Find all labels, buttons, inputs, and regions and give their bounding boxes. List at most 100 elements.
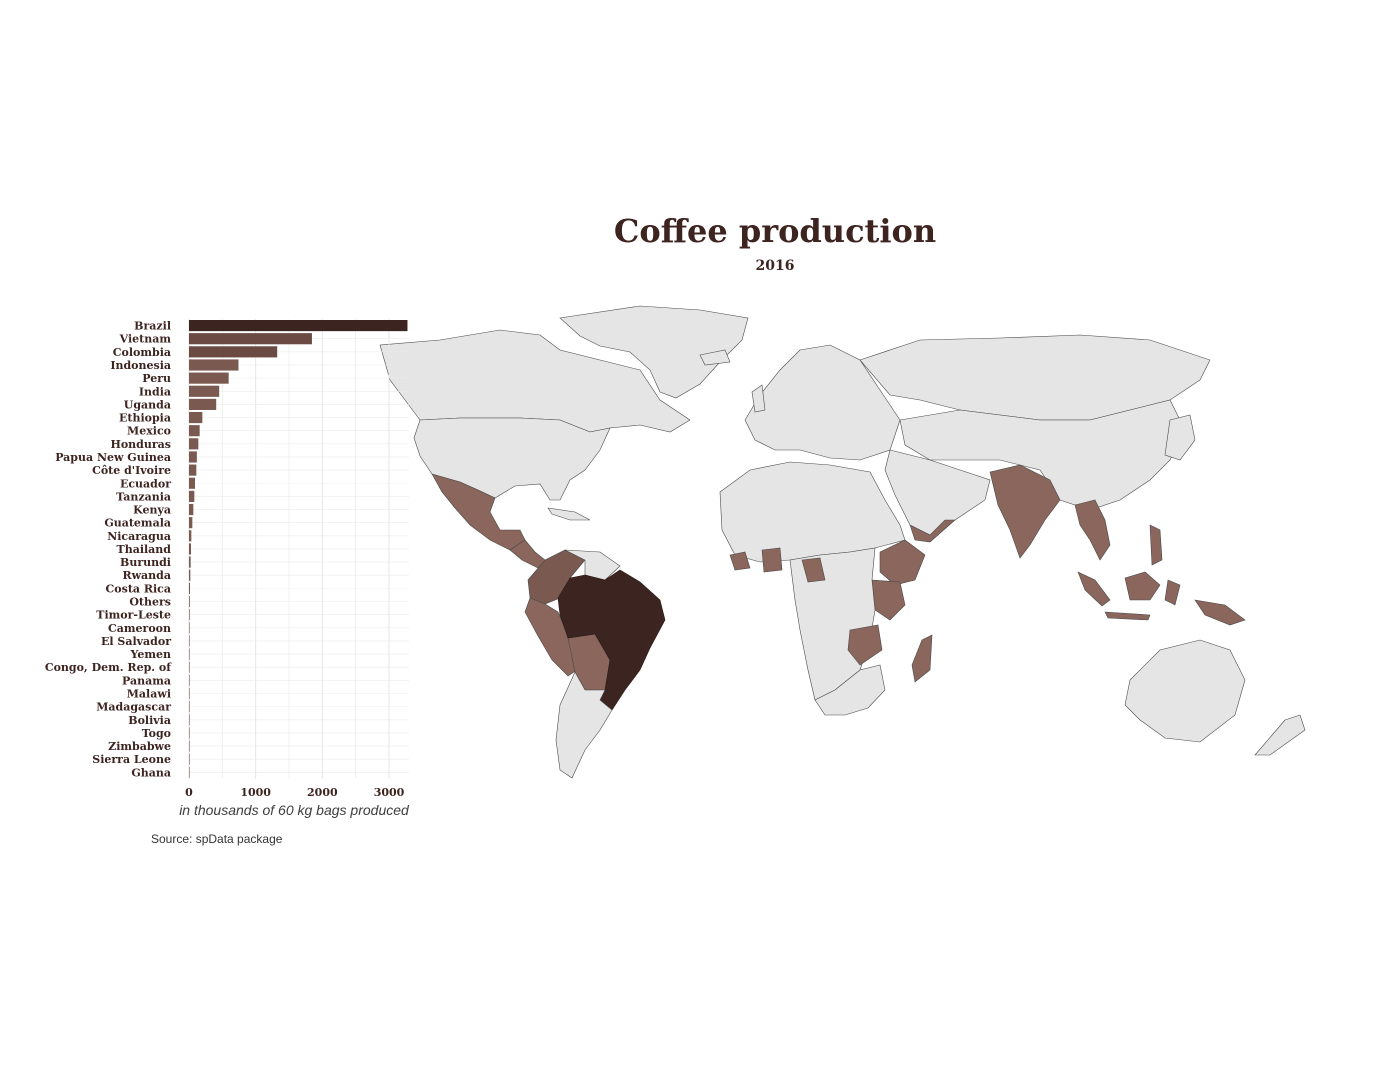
bar-cameroon <box>189 622 190 634</box>
map-mexico <box>431 473 526 551</box>
bar-thailand <box>189 543 191 555</box>
map-ethiopia <box>879 539 926 586</box>
map-brazil <box>557 569 666 711</box>
category-label: Panama <box>122 674 171 687</box>
category-label: Yemen <box>129 648 171 661</box>
source-caption: Source: spData package <box>151 832 283 846</box>
bar-madagascar <box>189 701 190 713</box>
map-java <box>1104 611 1151 621</box>
bar-bolivia <box>189 714 190 726</box>
category-label: Timor-Leste <box>96 609 171 622</box>
category-label: Ethiopia <box>119 412 171 425</box>
map-philippines <box>1149 524 1163 566</box>
bar-timor-leste <box>189 609 190 621</box>
bar-others <box>189 595 190 608</box>
category-label: Malawi <box>127 687 171 700</box>
category-label: Congo, Dem. Rep. of <box>45 661 172 674</box>
bar-yemen <box>189 648 190 660</box>
category-label: Brazil <box>134 320 171 333</box>
category-label: Kenya <box>133 504 171 517</box>
category-label: Sierra Leone <box>92 753 171 766</box>
category-label: Côte d'Ivoire <box>92 464 171 477</box>
map-greenland <box>559 305 749 399</box>
map-west-africa-coffee <box>729 551 751 571</box>
bar-zimbabwe <box>189 740 190 752</box>
category-label: Others <box>129 596 171 609</box>
map-borneo <box>1124 571 1161 601</box>
bar-series <box>189 320 408 778</box>
bar-costa-rica <box>189 582 190 594</box>
category-label: Guatemala <box>104 517 171 530</box>
bar-togo <box>189 727 190 739</box>
category-label: Honduras <box>110 438 171 451</box>
category-label: Rwanda <box>122 569 171 582</box>
map-yemen <box>909 519 956 543</box>
map-japan <box>1164 414 1196 461</box>
x-tick-labels: 0 1000 2000 3000 <box>185 786 404 799</box>
map-cuba <box>547 507 591 521</box>
bar-brazil <box>189 320 408 332</box>
map-cote-divoire <box>761 547 783 573</box>
map-papua-new-guinea <box>1194 599 1246 626</box>
category-label: Nicaragua <box>107 530 171 543</box>
category-label: Ghana <box>131 766 171 779</box>
map-sumatra <box>1077 571 1111 607</box>
bar-papua-new-guinea <box>189 451 197 463</box>
category-label: Peru <box>142 372 171 385</box>
bar-c-te-d-ivoire <box>189 464 197 476</box>
x-tick-label: 3000 <box>374 786 405 799</box>
map-iceland <box>699 349 731 366</box>
map-peru <box>524 597 581 677</box>
bar-rwanda <box>189 569 191 581</box>
map-se-asia <box>1074 499 1111 561</box>
x-tick-label: 2000 <box>307 786 338 799</box>
map-argentina-chile <box>555 671 613 779</box>
map-australia <box>1124 639 1246 743</box>
category-label: Bolivia <box>128 714 171 727</box>
bar-india <box>189 385 220 397</box>
bar-nicaragua <box>189 530 192 542</box>
bar-colombia <box>189 346 278 358</box>
bar-indonesia <box>189 359 239 371</box>
category-label: Madagascar <box>96 701 171 714</box>
map-sulawesi <box>1164 579 1181 606</box>
category-label: India <box>139 385 171 398</box>
bar-ethiopia <box>189 411 203 424</box>
category-label: Mexico <box>127 425 171 438</box>
bar-mexico <box>189 425 200 437</box>
bar-tanzania <box>189 490 195 502</box>
category-label: Thailand <box>117 543 172 556</box>
bar-ecuador <box>189 477 195 489</box>
category-label: Zimbabwe <box>108 740 171 753</box>
bar-grid <box>188 319 409 779</box>
x-tick-label: 0 <box>185 786 193 799</box>
x-tick-label: 1000 <box>240 786 271 799</box>
category-label: Costa Rica <box>106 582 171 595</box>
map-uk <box>751 384 766 413</box>
bar-uganda <box>189 398 217 410</box>
bar-el-salvador <box>189 635 190 647</box>
category-label: Togo <box>142 727 171 740</box>
category-label: Colombia <box>113 346 171 359</box>
map-tanzania-malawi <box>847 624 883 666</box>
chart-title: Coffee production <box>613 212 937 250</box>
bar-honduras <box>189 438 199 450</box>
bar-panama <box>189 674 190 686</box>
bar-sierra-leone <box>189 753 190 765</box>
category-label: El Salvador <box>101 635 171 648</box>
map-africa-north <box>719 461 906 563</box>
category-label: Vietnam <box>119 333 172 346</box>
bar-guatemala <box>189 517 193 529</box>
x-axis-label: in thousands of 60 kg bags produced <box>179 802 410 818</box>
map-southern-africa <box>814 664 886 716</box>
map-asia <box>899 399 1186 511</box>
category-label: Burundi <box>120 556 171 569</box>
category-label: Uganda <box>124 398 171 411</box>
bar-ghana <box>189 766 190 778</box>
category-label: Ecuador <box>120 477 171 490</box>
chart-subtitle: 2016 <box>755 258 795 274</box>
bar-vietnam <box>189 333 312 345</box>
map-cameroon <box>801 557 826 583</box>
